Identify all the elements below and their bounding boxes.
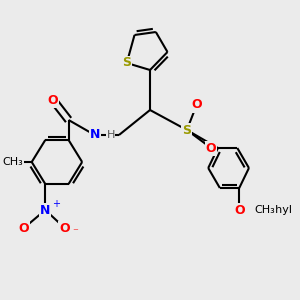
Text: S: S: [182, 124, 191, 136]
Text: methyl: methyl: [253, 205, 292, 215]
Text: O: O: [19, 221, 29, 235]
Text: S: S: [122, 56, 131, 70]
Text: N: N: [40, 203, 50, 217]
Text: CH₃: CH₃: [255, 205, 275, 215]
Text: O: O: [59, 221, 70, 235]
Text: O: O: [234, 203, 244, 217]
Text: CH₃: CH₃: [2, 157, 23, 167]
Text: ⁻: ⁻: [72, 227, 78, 237]
Text: O: O: [48, 94, 58, 106]
Text: N: N: [90, 128, 100, 142]
Text: +: +: [52, 199, 60, 209]
Text: H: H: [106, 130, 115, 140]
Text: O: O: [206, 142, 216, 154]
Text: O: O: [191, 98, 202, 112]
